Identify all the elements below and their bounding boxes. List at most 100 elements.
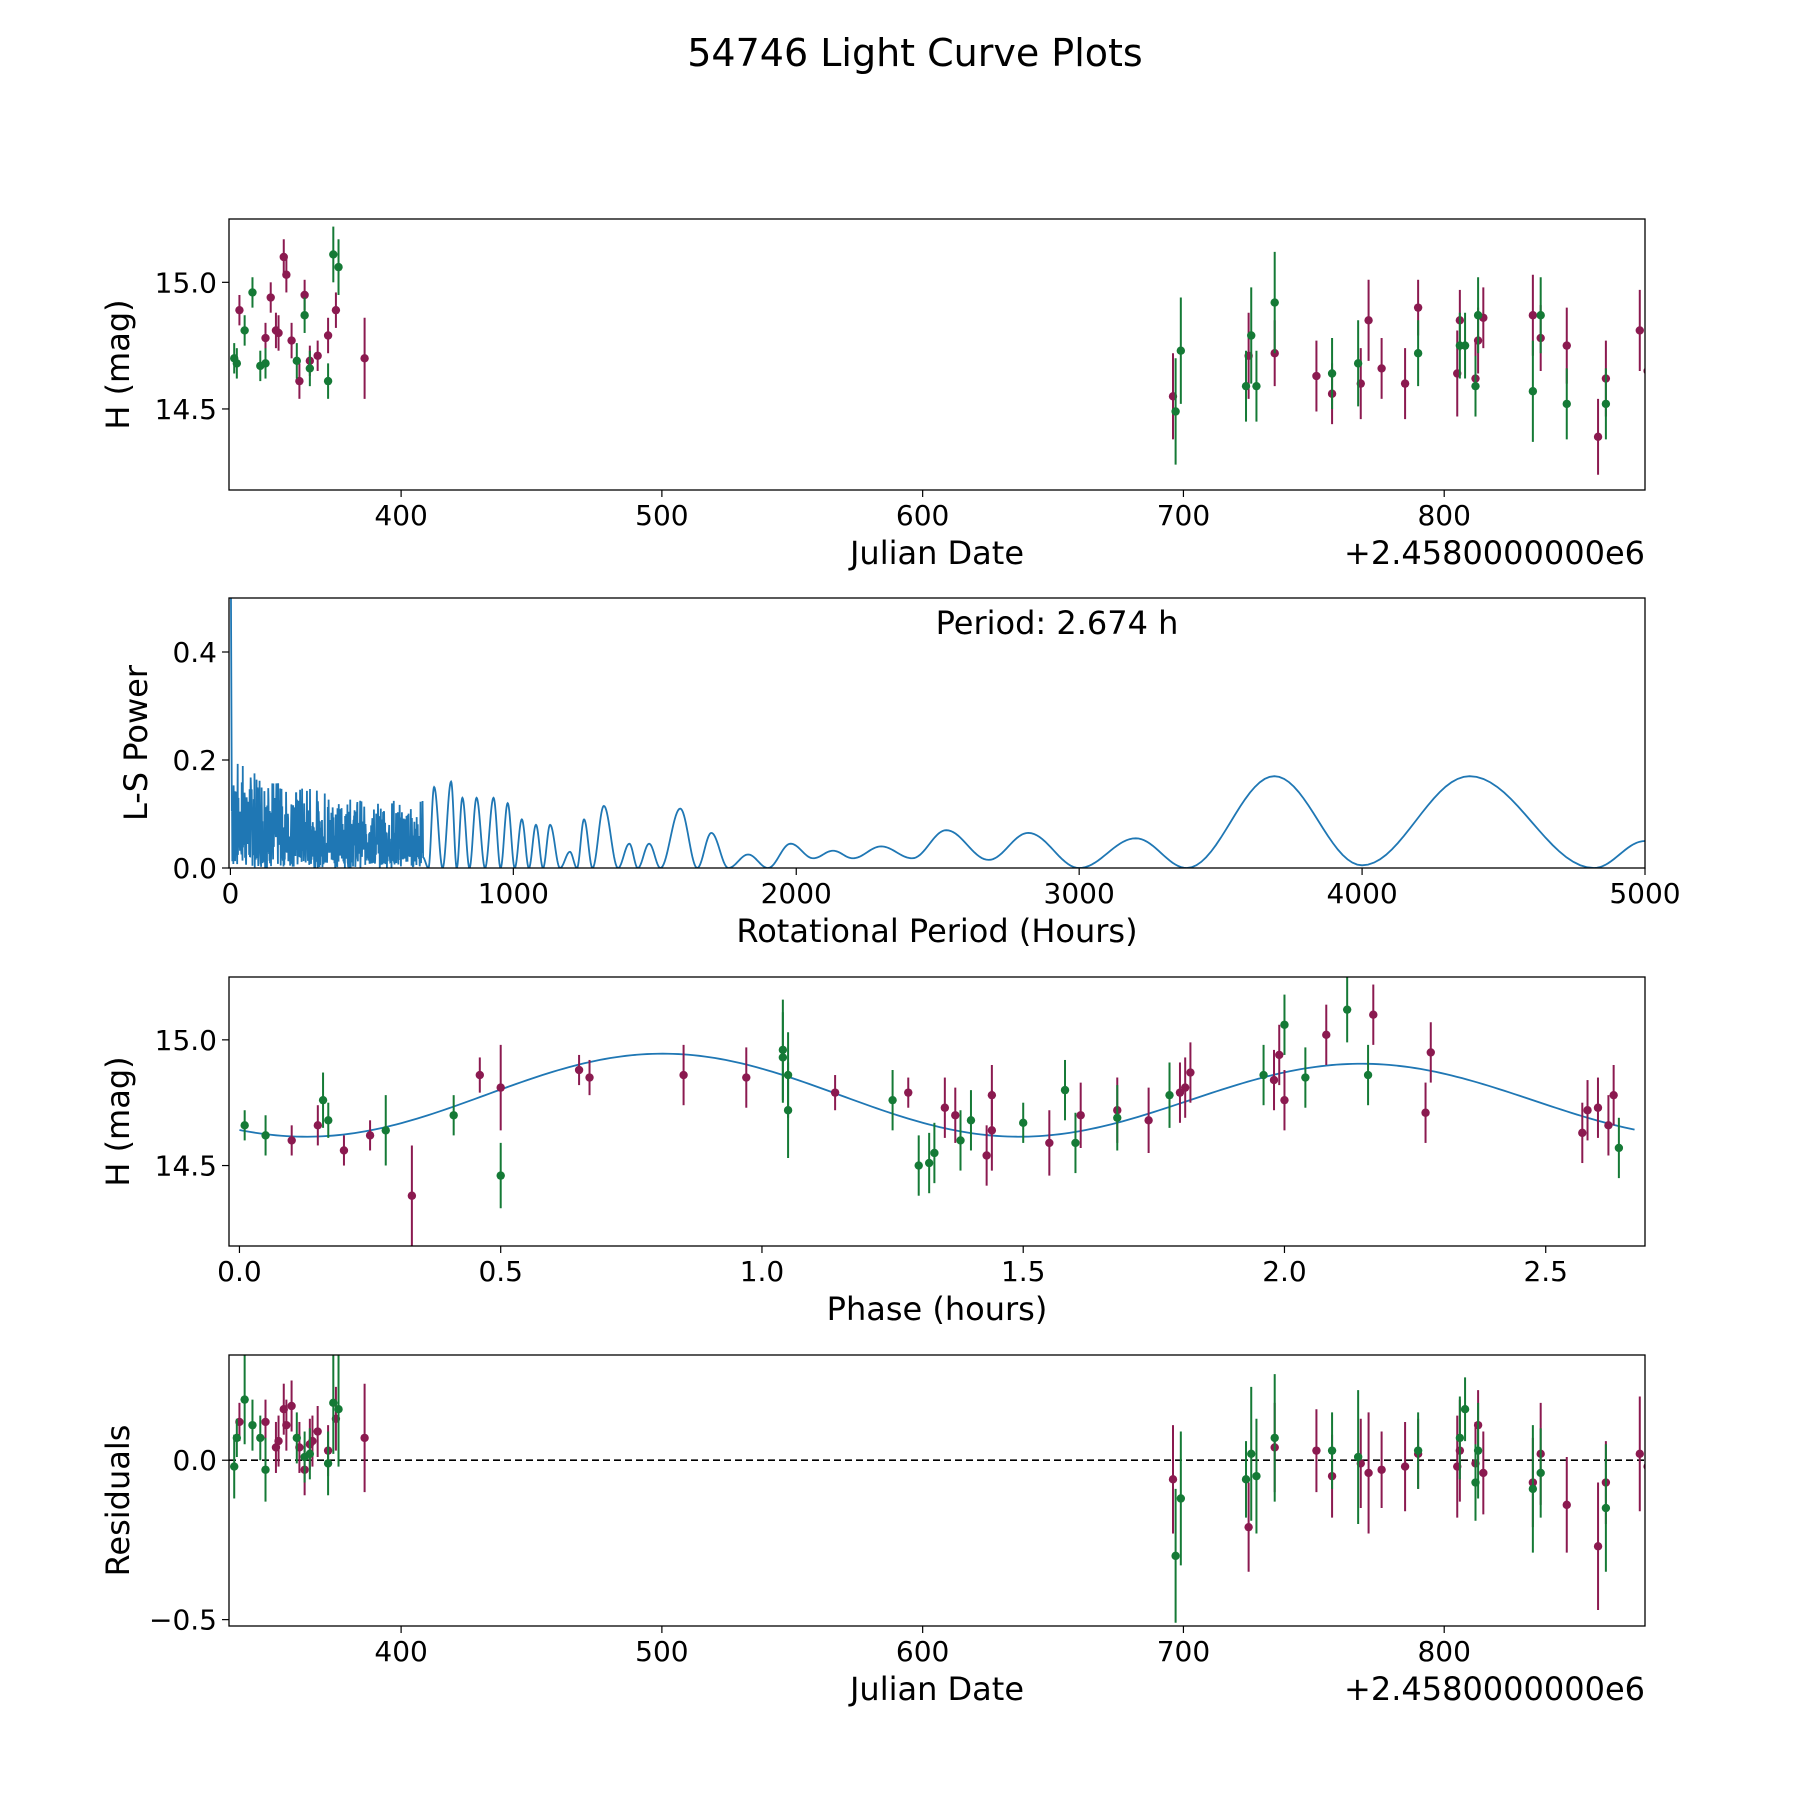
y-tick-label: 14.5 [155,1150,217,1183]
data-point [1604,1121,1613,1130]
data-point [1460,1405,1470,1414]
data-point [1247,331,1256,340]
data-point [1175,1088,1185,1097]
x-offset-label: +2.4580000000e6 [1344,534,1645,572]
data-point [1364,316,1373,325]
data-point [331,305,341,315]
y-axis-label: L-S Power [117,664,155,821]
data-point [261,333,270,343]
data-point [261,1417,270,1427]
data-point [261,1465,270,1474]
data-point [292,356,302,366]
data-point [496,1083,505,1092]
x-axis-label: Julian Date [848,1670,1024,1708]
data-point [1479,1468,1488,1478]
data-point [240,1121,249,1130]
data-point [1601,1503,1611,1513]
data-point [1275,1050,1284,1060]
data-point [904,1088,913,1097]
panels: 400 500 600 700 800 14.5 15.0 Julian Date H (mag… [99,218,1681,1708]
data-point [1270,298,1279,307]
data-point [274,1436,283,1446]
data-point [329,250,338,259]
data-point [1413,303,1423,312]
data-point [1536,1468,1545,1478]
y-axis-label: H (mag) [99,299,137,429]
y-tick-label: −0.5 [149,1604,217,1637]
data-point [360,1433,369,1443]
data-point [1601,399,1611,409]
x-tick-label: 500 [635,499,688,532]
x-tick-label: 400 [374,1635,427,1668]
data-point [924,1158,934,1168]
periodogram-line [230,598,1645,868]
data-point [1247,1449,1256,1459]
data-point [381,1126,390,1135]
panel-phase-folded: 0.0 0.5 1.0 1.5 2.0 2.5 14.5 15.0 Phase (hours) H… [99,976,1646,1328]
x-tick-label: 700 [1157,1635,1210,1668]
data-point [1165,1090,1174,1100]
data-point [1269,1075,1279,1085]
data-point [232,359,242,368]
data-point [1400,1462,1410,1471]
data-point [305,1449,315,1459]
data-point [1241,381,1251,391]
data-point [295,376,304,386]
data-point [1421,1108,1430,1117]
data-point [496,1171,505,1180]
data-point [1312,1446,1321,1455]
data-point [830,1088,840,1097]
data-point [1562,341,1571,350]
x-tick-label: 1.5 [1001,1255,1046,1288]
panel-periodogram: Period: 2.674 h 0 1000 2000 3000 4000 5000 0.0 0… [117,597,1681,950]
data-point [313,1121,323,1130]
y-tick-label: 15.0 [155,1024,217,1057]
x-tick-label: 2.0 [1262,1255,1307,1288]
data-point [1609,1090,1618,1100]
y-tick-label: 14.5 [155,393,217,426]
data-point [1460,341,1470,350]
y-tick-label: 0.0 [172,1444,217,1477]
panel-light-curve: 400 500 600 700 800 14.5 15.0 Julian Date H (mag… [99,218,1646,572]
data-point [1369,1010,1378,1019]
data-point [1280,1020,1289,1029]
data-point [940,1103,950,1112]
data-point [1176,346,1186,355]
data-point [1019,1118,1028,1128]
x-tick-label: 500 [635,1635,688,1668]
data-point [1144,1116,1153,1125]
residuals-frame [228,1354,1646,1627]
data-point [742,1073,751,1082]
data-point [1322,1030,1331,1040]
data-point [300,311,309,320]
data-point [1301,1073,1310,1082]
data-point [1060,1085,1070,1095]
data-point [1413,349,1423,358]
data-point [248,288,257,297]
data-point [1252,381,1261,391]
model-curve [239,1052,1635,1138]
data-point [585,1073,594,1082]
data-point [300,290,309,300]
data-point [1473,1446,1483,1455]
data-point [475,1070,485,1080]
data-point [966,1116,976,1125]
phase-folded-frame [228,976,1646,1247]
data-point [930,1148,939,1158]
data-point [1312,371,1321,381]
data-point [292,1433,302,1443]
data-point [274,328,283,338]
data-point [1180,1083,1190,1092]
data-point [1353,359,1363,368]
data-point [282,1420,291,1430]
data-point [235,305,244,315]
data-point [1364,1468,1373,1478]
data-point [778,1053,788,1062]
data-point [240,326,249,335]
data-point [1413,1446,1423,1455]
data-point [1363,1070,1373,1080]
data-point [287,336,296,345]
x-tick-label: 1.0 [740,1255,785,1288]
data-point [1244,1522,1253,1532]
